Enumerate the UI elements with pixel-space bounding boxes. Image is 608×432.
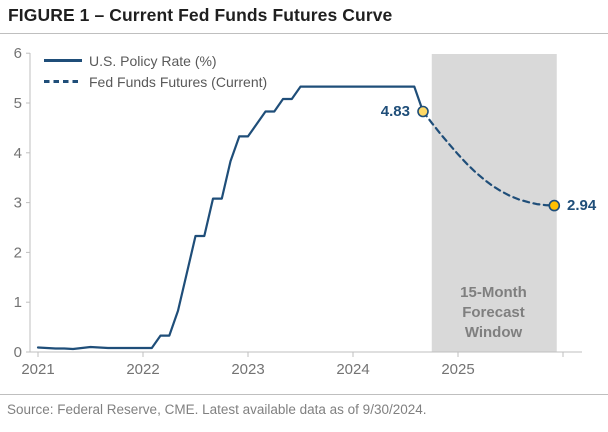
solid-line-swatch-icon [44,59,82,62]
x-tick-label: 2024 [336,361,369,378]
futures-curve-line [421,110,556,207]
legend: U.S. Policy Rate (%) Fed Funds Futures (… [44,50,267,92]
data-label-last-actual: 4.83 [380,103,410,120]
y-tick-label: 5 [14,95,22,112]
title-divider [0,33,608,34]
dashed-line-swatch-icon [44,80,82,83]
forecast-window-label-line: 15-Month [460,284,527,301]
legend-item-policy-rate: U.S. Policy Rate (%) [44,50,267,71]
figure-title: FIGURE 1 – Current Fed Funds Futures Cur… [8,5,393,25]
legend-label: U.S. Policy Rate (%) [89,52,217,69]
y-tick-label: 6 [14,45,22,62]
forecast-window-label-line: Forecast [462,304,525,321]
legend-label: Fed Funds Futures (Current) [89,73,268,90]
data-label-forecast-end: 2.94 [567,197,597,214]
last-actual-marker [417,105,429,118]
forecast-window-label: 15-Month Forecast Window [431,283,556,343]
legend-item-futures: Fed Funds Futures (Current) [44,71,267,92]
y-tick-label: 2 [14,244,22,261]
x-tick-label: 2023 [231,361,264,378]
source-note: Source: Federal Reserve, CME. Latest ava… [7,402,427,417]
footer-divider [0,394,608,395]
x-tick-label: 2025 [441,361,474,378]
x-tick-label: 2021 [21,361,54,378]
y-tick-label: 0 [14,344,22,361]
chart-area: 0 1 2 3 4 5 6 2021 2022 2023 2024 2025 U.S. Policy … [0,34,608,392]
forecast-window-label-line: Window [464,324,523,341]
y-tick-label: 3 [14,195,22,212]
y-tick-label: 1 [14,294,22,311]
forecast-end-marker [548,199,561,212]
chart-canvas: 0 1 2 3 4 5 6 2021 2022 2023 2024 2025 [14,45,582,378]
policy-rate-line [36,85,425,351]
y-tick-label: 4 [14,145,22,162]
x-tick-label: 2022 [126,361,159,378]
